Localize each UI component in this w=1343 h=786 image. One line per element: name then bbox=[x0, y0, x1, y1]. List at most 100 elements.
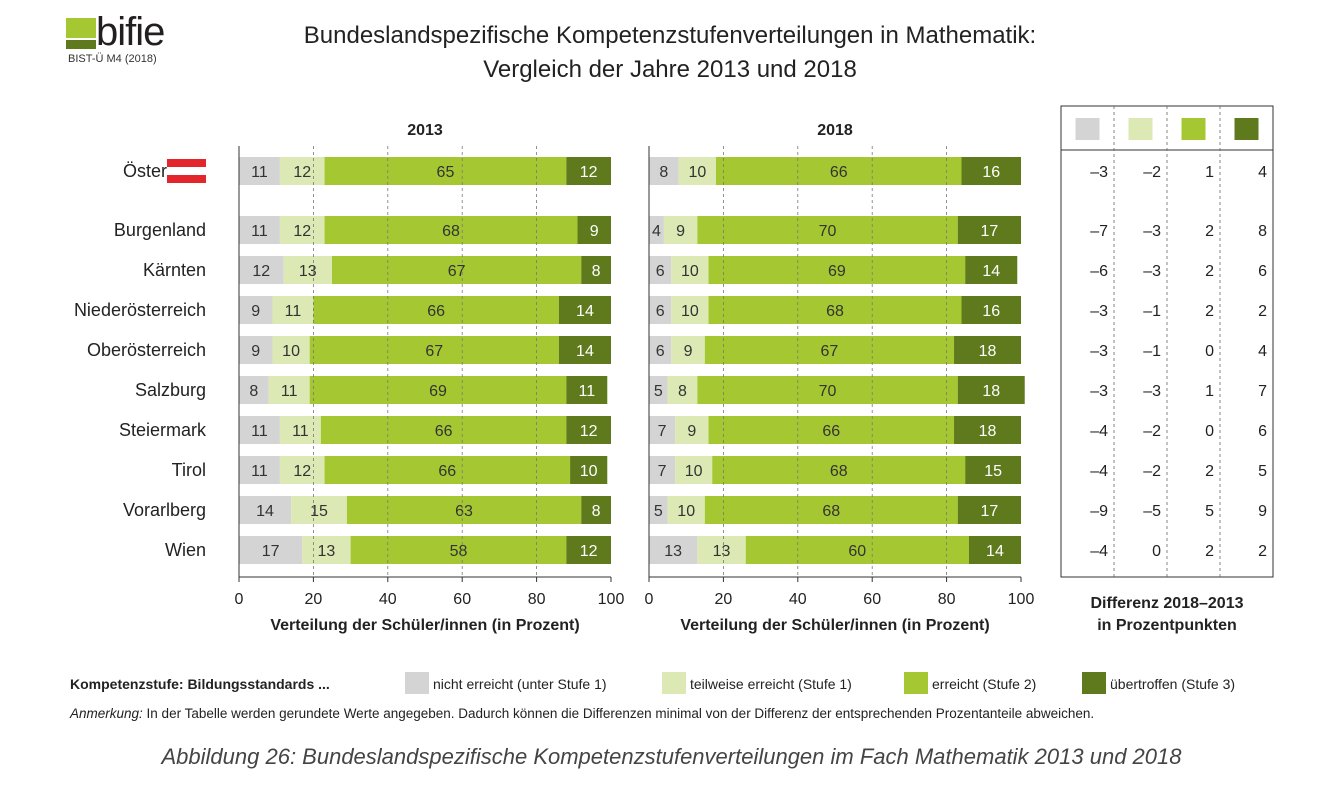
difference-cell: –3 bbox=[1090, 303, 1108, 320]
bar-segment bbox=[697, 216, 958, 244]
bar-segment bbox=[350, 536, 567, 564]
logo-word: bifie bbox=[96, 10, 165, 54]
bar-label: 12 bbox=[293, 223, 311, 240]
bar-label: 66 bbox=[435, 423, 453, 440]
difference-cell: –1 bbox=[1143, 343, 1161, 360]
bar-segment bbox=[708, 296, 962, 324]
x-tick-label: 40 bbox=[379, 591, 397, 608]
category-label: Steiermark bbox=[119, 420, 207, 440]
bar-segment bbox=[957, 216, 1021, 244]
bar-segment bbox=[675, 456, 713, 484]
bar-segment bbox=[302, 536, 351, 564]
bar-label: 13 bbox=[713, 543, 731, 560]
bar-segment bbox=[558, 296, 611, 324]
bar-segment bbox=[678, 157, 716, 185]
bar-label: 5 bbox=[654, 503, 663, 520]
bar-label: 60 bbox=[848, 543, 866, 560]
bar-label: 13 bbox=[664, 543, 682, 560]
bar-label: 66 bbox=[438, 463, 456, 480]
bar-label: 14 bbox=[576, 303, 594, 320]
difference-cell: 2 bbox=[1205, 223, 1214, 240]
note: Anmerkung: In der Tabelle werden gerunde… bbox=[70, 706, 1094, 721]
difference-table-swatch bbox=[1181, 118, 1206, 140]
difference-cell: –6 bbox=[1090, 263, 1108, 280]
bar-segment bbox=[279, 157, 325, 185]
panel-title: 2018 bbox=[817, 122, 853, 139]
bar-segment bbox=[671, 296, 709, 324]
bar-label: 6 bbox=[656, 303, 665, 320]
flag-stripe-middle-icon bbox=[167, 167, 206, 175]
bar-segment bbox=[663, 216, 698, 244]
bar-label: 10 bbox=[681, 263, 699, 280]
bar-label: 10 bbox=[685, 463, 703, 480]
bar-label: 65 bbox=[437, 164, 455, 181]
bar-label: 11 bbox=[285, 303, 302, 320]
difference-cell: –3 bbox=[1090, 343, 1108, 360]
bar-segment bbox=[968, 536, 1021, 564]
bar-segment bbox=[272, 336, 310, 364]
bar-label: 11 bbox=[579, 383, 596, 400]
bar-segment bbox=[558, 336, 611, 364]
bar-segment bbox=[667, 496, 705, 524]
bar-segment bbox=[745, 536, 969, 564]
legend-item-erreicht: erreicht (Stufe 2) bbox=[932, 676, 1037, 692]
bar-label: 18 bbox=[979, 343, 997, 360]
bar-label: 7 bbox=[658, 423, 667, 440]
bar-label: 66 bbox=[427, 303, 445, 320]
x-tick-label: 40 bbox=[789, 591, 807, 608]
bar-segment bbox=[566, 536, 611, 564]
bar-segment bbox=[957, 496, 1021, 524]
bar-label: 6 bbox=[656, 343, 665, 360]
category-label: Kärnten bbox=[143, 260, 206, 280]
bar-segment bbox=[239, 536, 303, 564]
bar-label: 67 bbox=[425, 343, 443, 360]
bar-segment bbox=[239, 256, 284, 284]
bar-label: 12 bbox=[293, 164, 311, 181]
bar-segment bbox=[313, 296, 559, 324]
bar-label: 11 bbox=[292, 423, 309, 440]
bar-segment bbox=[649, 296, 672, 324]
bar-label: 17 bbox=[980, 503, 998, 520]
x-axis-label: Verteilung der Schüler/innen (in Prozent… bbox=[680, 617, 989, 634]
bar-segment bbox=[649, 536, 698, 564]
difference-cell: –7 bbox=[1090, 223, 1108, 240]
bar-label: 13 bbox=[318, 543, 336, 560]
bar-label: 9 bbox=[251, 343, 260, 360]
difference-cell: 0 bbox=[1152, 543, 1161, 560]
bar-segment bbox=[346, 496, 582, 524]
difference-cell: –2 bbox=[1143, 463, 1161, 480]
difference-cell: –2 bbox=[1143, 423, 1161, 440]
bar-label: 70 bbox=[819, 223, 837, 240]
difference-cell: 4 bbox=[1258, 164, 1267, 181]
bar-segment bbox=[649, 256, 672, 284]
bar-label: 10 bbox=[580, 463, 598, 480]
category-label: Vorarlberg bbox=[123, 500, 206, 520]
bar-segment bbox=[649, 216, 664, 244]
bar-label: 17 bbox=[980, 223, 998, 240]
difference-table-title: Differenz 2018–2013 bbox=[1091, 595, 1244, 612]
bar-segment bbox=[324, 157, 567, 185]
bar-label: 14 bbox=[986, 543, 1004, 560]
bar-segment bbox=[324, 216, 578, 244]
x-tick-label: 60 bbox=[863, 591, 881, 608]
bar-segment bbox=[708, 416, 955, 444]
bar-segment bbox=[649, 376, 668, 404]
bar-label: 12 bbox=[293, 463, 311, 480]
bar-segment bbox=[279, 216, 325, 244]
bar-segment bbox=[715, 157, 962, 185]
difference-cell: –3 bbox=[1090, 383, 1108, 400]
difference-cell: 7 bbox=[1258, 383, 1267, 400]
bar-segment bbox=[309, 336, 559, 364]
bar-label: 12 bbox=[580, 423, 598, 440]
logo-subtitle: BIST-Ü M4 (2018) bbox=[68, 53, 157, 65]
difference-cell: 0 bbox=[1205, 423, 1214, 440]
difference-table-swatch bbox=[1075, 118, 1100, 140]
bar-label: 70 bbox=[819, 383, 837, 400]
bar-segment bbox=[239, 456, 280, 484]
bar-label: 69 bbox=[828, 263, 846, 280]
bar-segment bbox=[291, 496, 347, 524]
bar-segment bbox=[279, 456, 325, 484]
bar-label: 66 bbox=[822, 423, 840, 440]
bar-label: 9 bbox=[251, 303, 260, 320]
bar-label: 5 bbox=[654, 383, 663, 400]
